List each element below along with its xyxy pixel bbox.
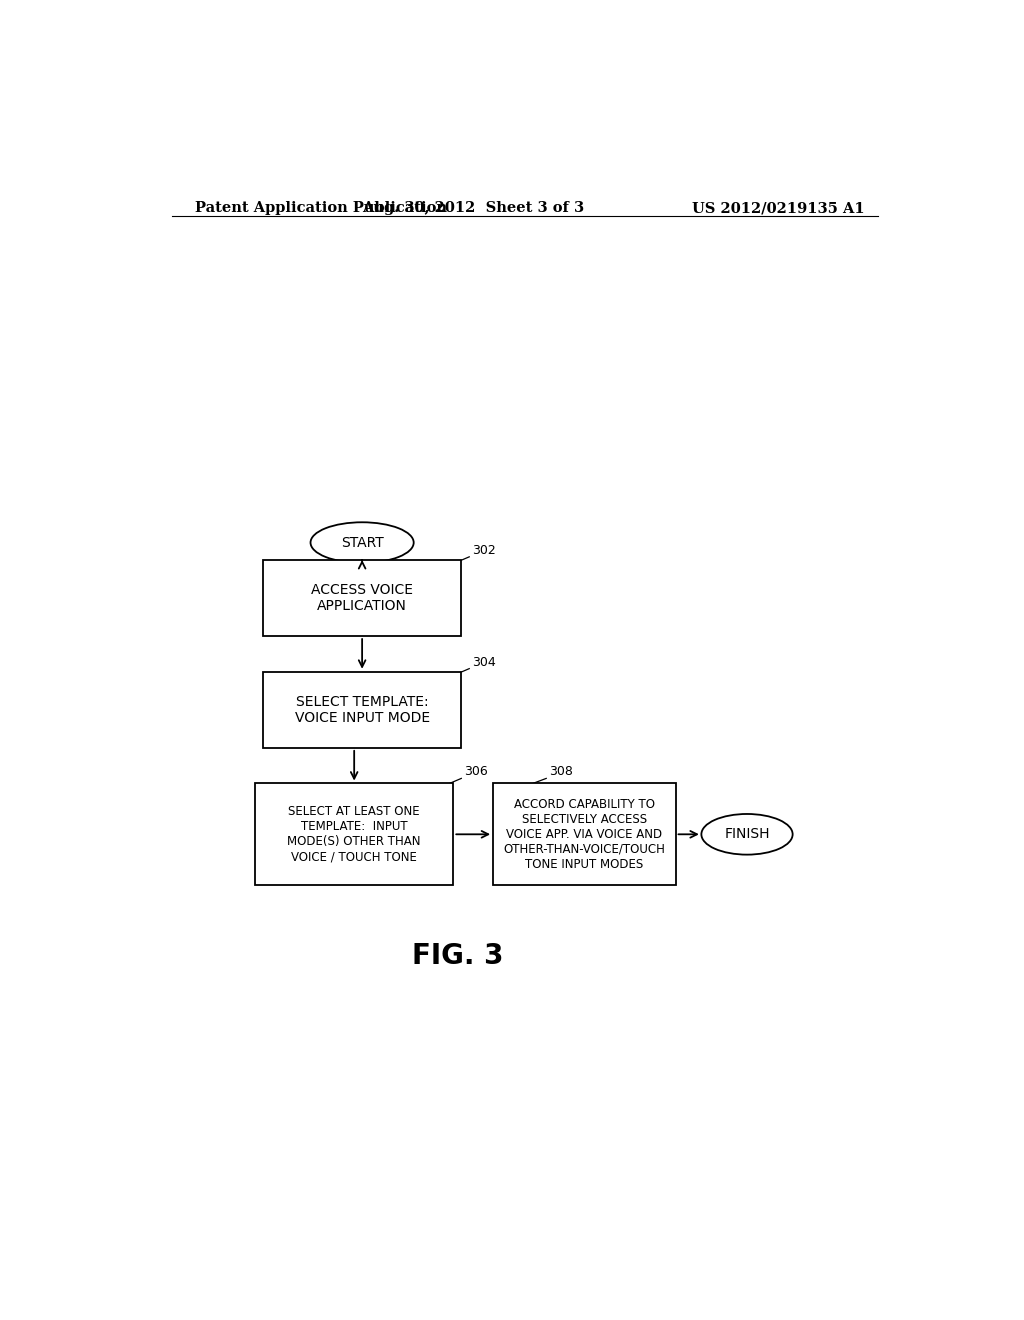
Text: FINISH: FINISH [724, 828, 770, 841]
Text: 302: 302 [472, 544, 496, 557]
Ellipse shape [701, 814, 793, 854]
Ellipse shape [310, 523, 414, 562]
Text: 308: 308 [549, 766, 572, 779]
Text: ACCESS VOICE
APPLICATION: ACCESS VOICE APPLICATION [311, 583, 413, 612]
Text: Patent Application Publication: Patent Application Publication [196, 201, 447, 215]
FancyBboxPatch shape [255, 784, 454, 886]
Text: START: START [341, 536, 383, 549]
Text: 304: 304 [472, 656, 496, 669]
Text: FIG. 3: FIG. 3 [412, 942, 503, 970]
Text: US 2012/0219135 A1: US 2012/0219135 A1 [692, 201, 865, 215]
Text: SELECT AT LEAST ONE
TEMPLATE:  INPUT
MODE(S) OTHER THAN
VOICE / TOUCH TONE: SELECT AT LEAST ONE TEMPLATE: INPUT MODE… [288, 805, 421, 863]
Text: SELECT TEMPLATE:
VOICE INPUT MODE: SELECT TEMPLATE: VOICE INPUT MODE [295, 694, 430, 725]
Text: Aug. 30, 2012  Sheet 3 of 3: Aug. 30, 2012 Sheet 3 of 3 [362, 201, 585, 215]
Text: 306: 306 [464, 766, 487, 779]
FancyBboxPatch shape [494, 784, 676, 886]
FancyBboxPatch shape [263, 672, 462, 748]
Text: ACCORD CAPABILITY TO
SELECTIVELY ACCESS
VOICE APP. VIA VOICE AND
OTHER-THAN-VOIC: ACCORD CAPABILITY TO SELECTIVELY ACCESS … [504, 797, 666, 871]
FancyBboxPatch shape [263, 560, 462, 636]
